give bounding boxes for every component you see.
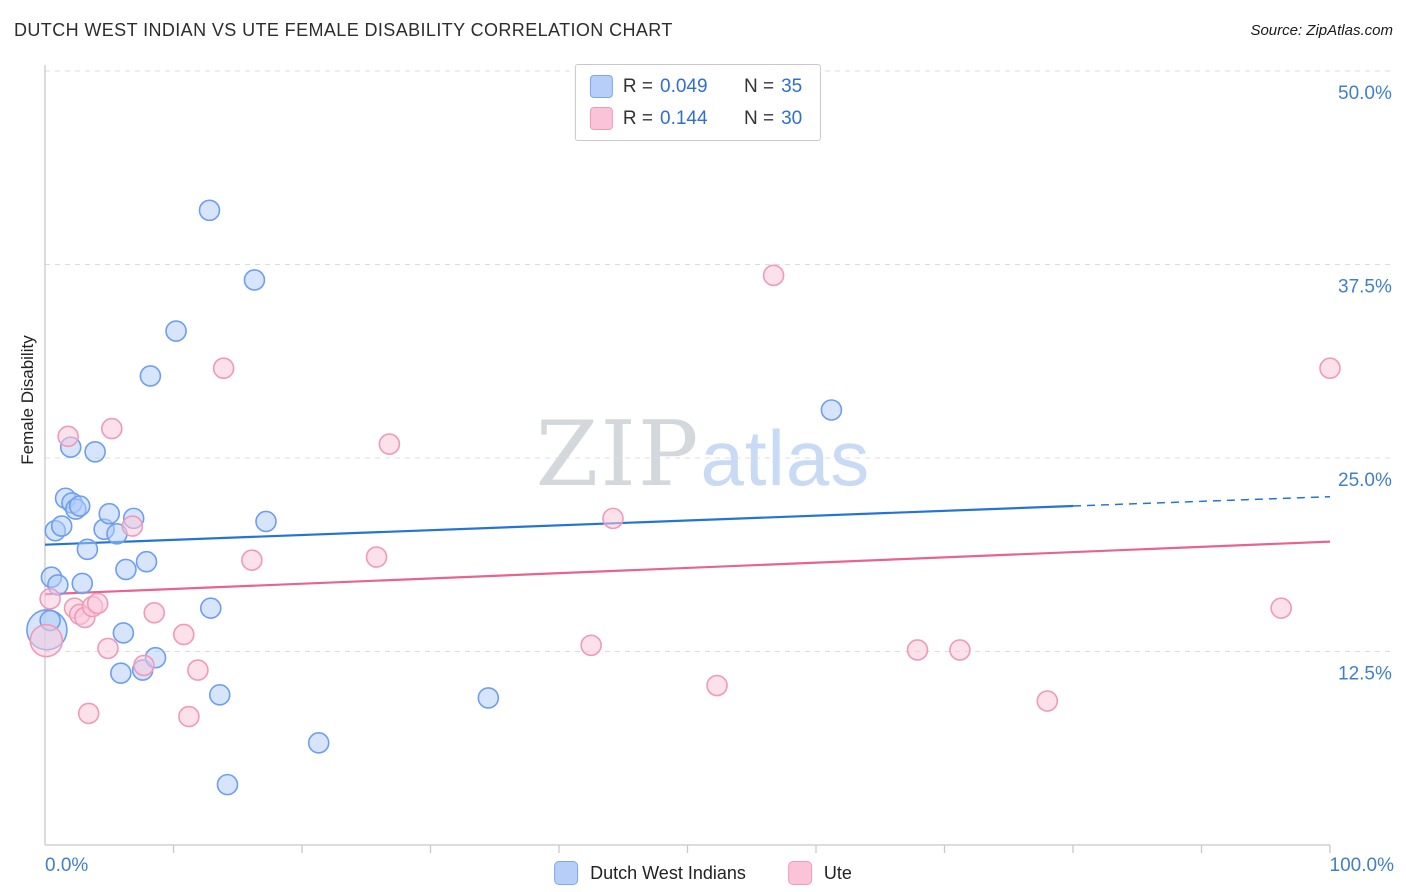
scatter-point-ute bbox=[39, 588, 61, 610]
trend-line-dashed-extension bbox=[1072, 495, 1331, 507]
n-label: N = bbox=[744, 75, 775, 97]
scatter-point-ute bbox=[172, 623, 195, 646]
scatter-point-dutch-west-indians bbox=[84, 441, 106, 463]
legend-label-ute: Ute bbox=[823, 862, 852, 883]
scatter-point-ute bbox=[178, 705, 200, 728]
legend-label-dutch-west-indians: Dutch West Indians bbox=[590, 862, 746, 883]
scatter-point-dutch-west-indians bbox=[115, 558, 137, 581]
y-tick-label: 37.5% bbox=[1338, 277, 1392, 298]
scatter-point-ute bbox=[86, 592, 109, 615]
scatter-point-dutch-west-indians bbox=[243, 269, 266, 291]
scatter-point-dutch-west-indians bbox=[477, 687, 500, 709]
r-value: 0.144 bbox=[660, 107, 708, 129]
trend-line-blue bbox=[44, 504, 1074, 546]
scatter-point-dutch-west-indians bbox=[139, 365, 162, 387]
r-label: R = bbox=[622, 75, 654, 97]
scatter-point-ute bbox=[365, 546, 388, 568]
scatter-point-ute bbox=[212, 357, 235, 380]
scatter-point-dutch-west-indians bbox=[199, 597, 222, 619]
n-label: N = bbox=[744, 107, 775, 129]
pink-series-swatch bbox=[589, 107, 613, 130]
bottom-legend: Dutch West Indians Ute bbox=[554, 861, 852, 885]
scatter-point-dutch-west-indians bbox=[165, 320, 187, 342]
scatter-point-ute bbox=[133, 654, 155, 677]
scatter-point-ute bbox=[187, 659, 209, 681]
source-credit: Source: ZipAtlas.com bbox=[1250, 22, 1393, 39]
blue-series-swatch bbox=[589, 75, 613, 98]
n-value: 30 bbox=[781, 107, 803, 129]
scatter-point-dutch-west-indians bbox=[50, 515, 73, 537]
scatter-point-dutch-west-indians bbox=[198, 199, 221, 222]
scatter-point-dutch-west-indians bbox=[71, 572, 94, 595]
scatter-point-ute bbox=[121, 515, 144, 537]
legend-row-ute: R = 0.144 N = 30 bbox=[589, 107, 803, 130]
r-label: R = bbox=[622, 107, 654, 129]
scatter-point-ute bbox=[1270, 597, 1292, 619]
scatter-point-ute bbox=[101, 417, 123, 440]
scatter-point-ute bbox=[949, 639, 971, 661]
scatter-point-ute bbox=[1036, 690, 1059, 712]
y-tick-label: 12.5% bbox=[1338, 664, 1392, 685]
scatter-point-dutch-west-indians bbox=[68, 495, 91, 517]
scatter-point-ute bbox=[706, 674, 728, 697]
scatter-point-ute bbox=[580, 634, 602, 657]
y-axis-label: Female Disability bbox=[18, 335, 37, 465]
legend-row-dutch-west-indians: R = 0.049 N = 35 bbox=[589, 75, 803, 98]
scatter-point-ute bbox=[378, 433, 401, 455]
scatter-point-dutch-west-indians bbox=[112, 622, 135, 644]
scatter-point-ute bbox=[906, 639, 929, 661]
x-axis-min-label: 0.0% bbox=[45, 855, 88, 876]
scatter-point-dutch-west-indians bbox=[98, 502, 121, 525]
y-tick-label: 25.0% bbox=[1338, 470, 1392, 491]
r-value: 0.049 bbox=[660, 75, 708, 97]
scatter-point-ute bbox=[143, 601, 166, 624]
scatter-point-dutch-west-indians bbox=[216, 773, 239, 796]
scatter-point-ute bbox=[97, 637, 119, 660]
scatter-point-ute bbox=[57, 425, 79, 448]
blue-series-swatch bbox=[554, 861, 579, 885]
scatter-point-dutch-west-indians bbox=[76, 538, 99, 561]
n-value: 35 bbox=[781, 75, 803, 97]
scatter-point-dutch-west-indians bbox=[110, 662, 132, 684]
trend-line-pink bbox=[44, 540, 1331, 596]
scatter-point-dutch-west-indians bbox=[307, 732, 330, 754]
pink-series-swatch bbox=[787, 861, 812, 885]
scatter-point-ute bbox=[241, 549, 263, 571]
x-axis-max-label: 100.0% bbox=[1330, 855, 1395, 876]
page-title: DUTCH WEST INDIAN VS UTE FEMALE DISABILI… bbox=[14, 20, 673, 40]
correlation-legend-box: R = 0.049 N = 35 R = 0.144 N = 30 bbox=[574, 64, 822, 141]
scatter-point-dutch-west-indians bbox=[255, 510, 277, 533]
scatter-point-ute bbox=[1319, 357, 1341, 380]
scatter-point-ute bbox=[602, 507, 624, 530]
scatter-point-ute bbox=[762, 264, 785, 287]
scatter-point-dutch-west-indians bbox=[135, 550, 158, 573]
scatter-point-dutch-west-indians bbox=[208, 684, 231, 706]
scatter-point-ute bbox=[29, 623, 64, 658]
y-tick-label: 50.0% bbox=[1338, 83, 1392, 104]
scatter-point-ute bbox=[77, 702, 100, 725]
scatter-point-dutch-west-indians bbox=[820, 399, 843, 421]
